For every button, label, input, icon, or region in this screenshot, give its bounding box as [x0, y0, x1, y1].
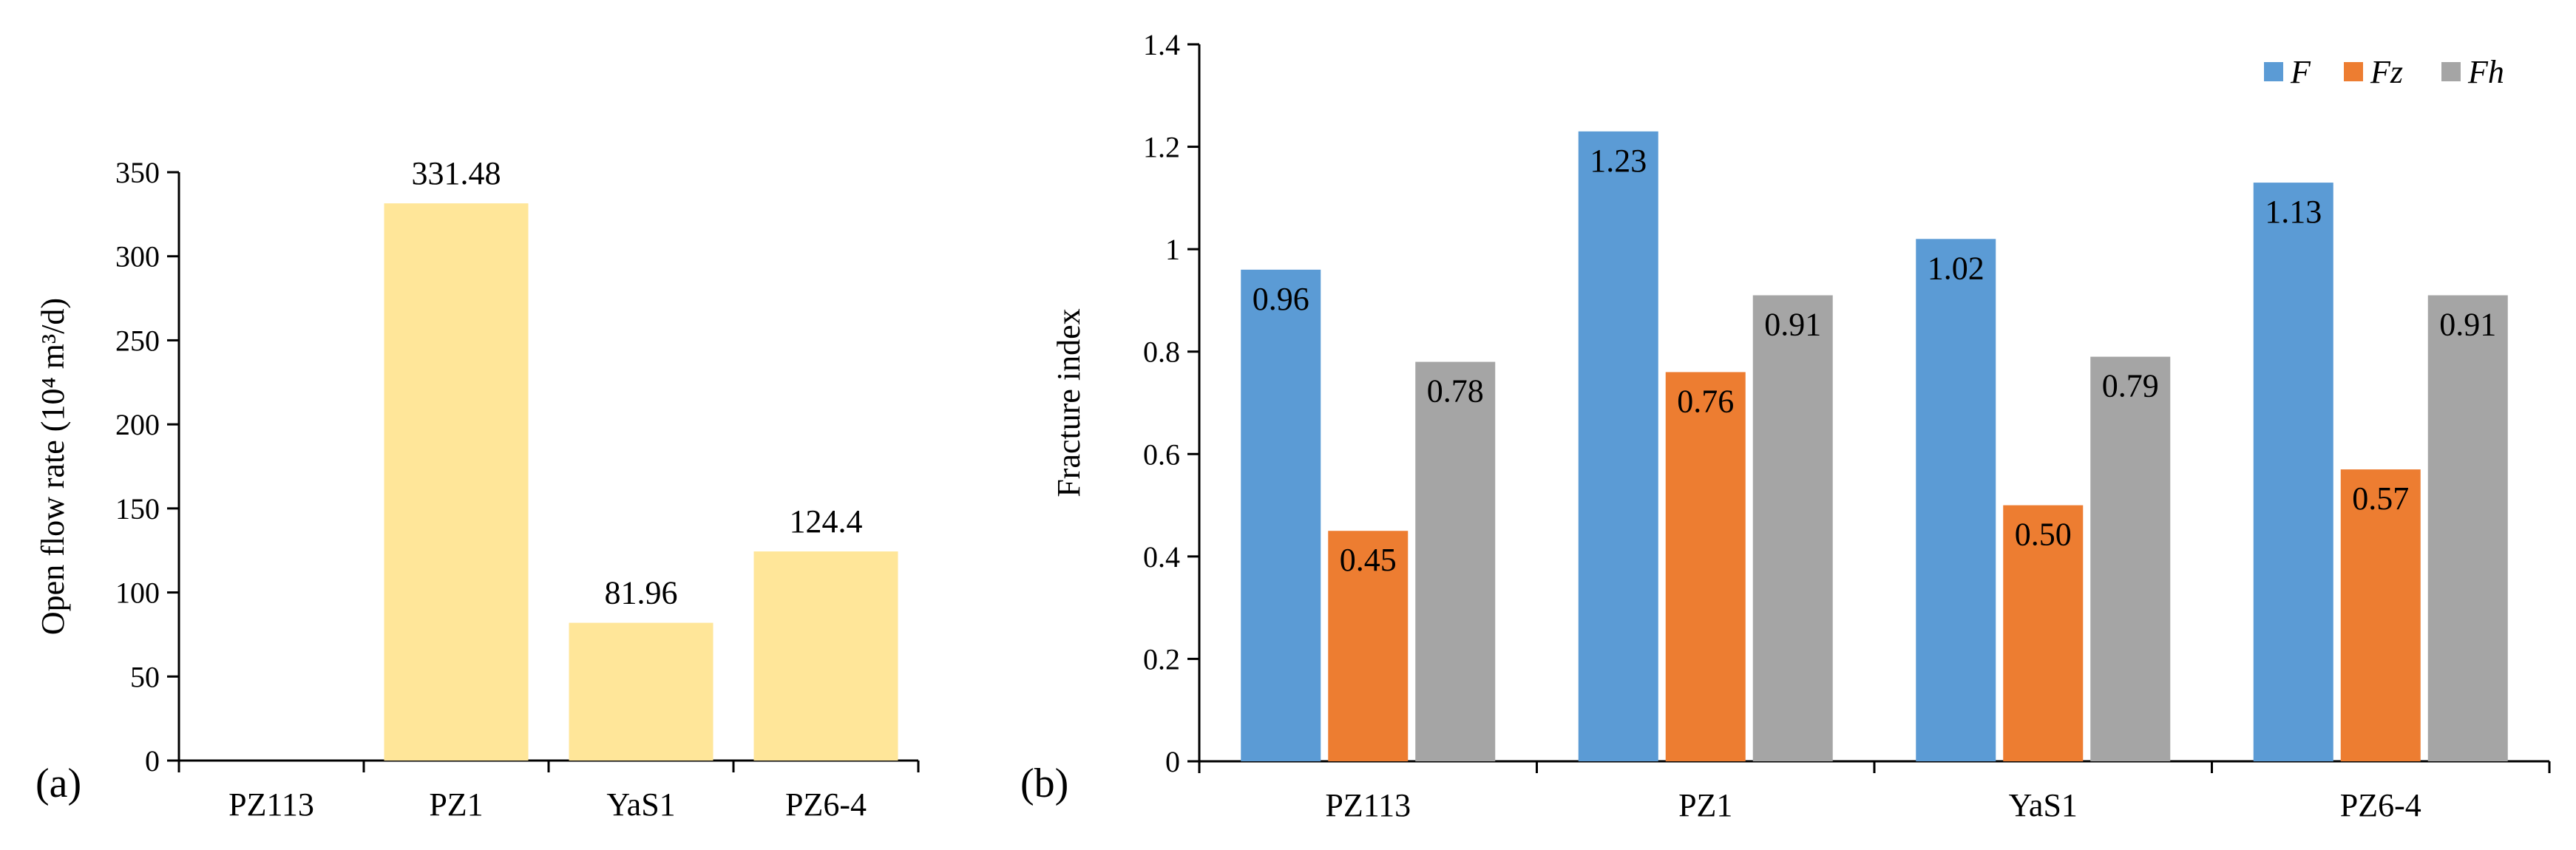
data-label: 0.78 [1427, 373, 1484, 409]
y-tick-label: 1.4 [1143, 28, 1180, 61]
x-category-label: PZ1 [1678, 787, 1732, 823]
x-category-label: PZ1 [429, 786, 483, 823]
data-label: 0.76 [1677, 383, 1734, 419]
legend-swatch [2264, 62, 2283, 81]
y-tick-label: 0 [145, 744, 160, 778]
bar-f [1916, 239, 1996, 761]
data-label: 1.13 [2265, 194, 2322, 230]
x-category-label: PZ113 [1325, 787, 1411, 823]
x-category-label: PZ6-4 [785, 786, 867, 823]
legend-swatch [2344, 62, 2363, 81]
x-category-label: PZ6-4 [2340, 787, 2421, 823]
data-label: 0.79 [2102, 368, 2159, 404]
panel-label: (b) [1020, 761, 1068, 806]
y-tick-label: 350 [115, 156, 160, 189]
bar-fh [1752, 295, 1833, 761]
data-label: 0.91 [2439, 307, 2496, 343]
legend-label: Fh [2467, 54, 2504, 90]
y-tick-label: 200 [115, 408, 160, 441]
data-label: 0.50 [2015, 517, 2072, 553]
x-category-label: PZ113 [228, 786, 314, 823]
bar-fz [1328, 531, 1409, 761]
y-axis-title: Open flow rate (10⁴ m³/d) [35, 298, 71, 635]
y-tick-label: 1.2 [1143, 131, 1180, 164]
x-category-label: YaS1 [2009, 787, 2078, 823]
data-label: 0.45 [1340, 542, 1397, 578]
bar [753, 551, 898, 761]
y-tick-label: 150 [115, 492, 160, 526]
panel-label: (a) [35, 761, 81, 806]
y-tick-label: 250 [115, 324, 160, 357]
bar-fz [2340, 469, 2421, 761]
bar-fh [1415, 361, 1496, 762]
y-tick-label: 100 [115, 577, 160, 610]
data-label: 0.96 [1253, 281, 1309, 317]
legend-swatch [2441, 62, 2461, 81]
x-category-label: YaS1 [606, 786, 675, 823]
y-tick-label: 300 [115, 240, 160, 273]
data-label: 1.23 [1590, 143, 1647, 179]
bar-f [1578, 131, 1658, 762]
bar-fz [1665, 372, 1746, 761]
bar [384, 203, 529, 761]
y-tick-label: 0.6 [1143, 438, 1180, 471]
y-tick-label: 0 [1165, 745, 1180, 778]
legend-label: Fz [2370, 54, 2403, 90]
chart-b: 0 0.2 0.4 0.6 0.8 1 1.2 1.4 PZ113 PZ1 YaS1 PZ6-4 Fra… [1020, 28, 2551, 823]
y-tick-label: 50 [130, 660, 160, 693]
y-tick-label: 0.2 [1143, 642, 1180, 676]
legend-label: F [2290, 54, 2311, 90]
y-axis-title: Fracture index [1051, 308, 1087, 497]
chart-a: 0 50 100 150 200 250 300 350 PZ113 PZ1 YaS1 PZ6-4 Op… [35, 155, 920, 823]
bar-fh [2090, 356, 2171, 762]
data-label: 0.91 [1764, 307, 1821, 343]
bar-f [2253, 183, 2333, 762]
y-tick-label: 0.4 [1143, 540, 1180, 574]
bar-fz [2003, 505, 2084, 761]
data-label: 1.02 [1928, 250, 1984, 286]
data-label: 0.57 [2352, 480, 2409, 517]
data-label: 81.96 [605, 575, 678, 611]
y-tick-label: 0.8 [1143, 336, 1180, 369]
data-label: 331.48 [412, 155, 501, 191]
bar-f [1241, 269, 1321, 761]
bar-fh [2427, 295, 2508, 761]
y-tick-label: 1 [1165, 233, 1180, 266]
data-label: 124.4 [790, 503, 863, 540]
bar [569, 622, 714, 761]
